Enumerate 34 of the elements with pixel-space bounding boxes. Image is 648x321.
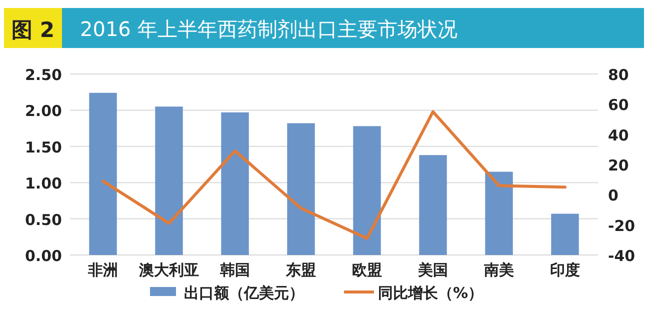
legend-label: 出口额（亿美元） <box>184 284 304 302</box>
legend-label: 同比增长（%） <box>378 284 484 302</box>
x-tick-label: 韩国 <box>219 261 250 279</box>
bar <box>353 126 381 255</box>
y2-tick-label: 0 <box>608 186 618 205</box>
bar <box>221 112 249 255</box>
y-tick-label: 2.00 <box>24 102 62 120</box>
x-tick-label: 非洲 <box>87 261 118 279</box>
y2-tick-label: -20 <box>608 216 636 235</box>
bar <box>485 172 513 255</box>
y2-tick-label: 20 <box>608 156 629 174</box>
x-tick-label: 美国 <box>417 261 448 279</box>
x-tick-label: 印度 <box>550 261 580 279</box>
y-tick-label: 1.50 <box>24 138 62 156</box>
y-tick-label: 0.00 <box>24 247 62 265</box>
y-tick-label: 0.50 <box>24 210 62 229</box>
x-tick-label: 欧盟 <box>352 261 382 279</box>
y2-tick-label: 60 <box>608 96 629 114</box>
y2-tick-label: -40 <box>608 247 636 265</box>
y2-tick-label: 80 <box>608 66 629 84</box>
bar <box>89 92 117 255</box>
y2-tick-label: 40 <box>608 126 629 144</box>
line-series <box>102 110 566 240</box>
caption: 图 2 <box>12 18 54 42</box>
bar <box>551 214 579 255</box>
x-tick-label: 东盟 <box>285 261 316 279</box>
y-tick-label: 1.00 <box>24 174 62 193</box>
x-tick-label: 澳大利亚 <box>138 261 199 279</box>
bar <box>155 106 183 255</box>
x-tick-label: 南美 <box>483 261 514 279</box>
bar <box>287 123 315 255</box>
y-tick-label: 2.50 <box>24 66 62 84</box>
bar <box>419 155 447 255</box>
chart-title: 2016 年上半年西药制剂出口主要市场状况 <box>80 17 458 41</box>
